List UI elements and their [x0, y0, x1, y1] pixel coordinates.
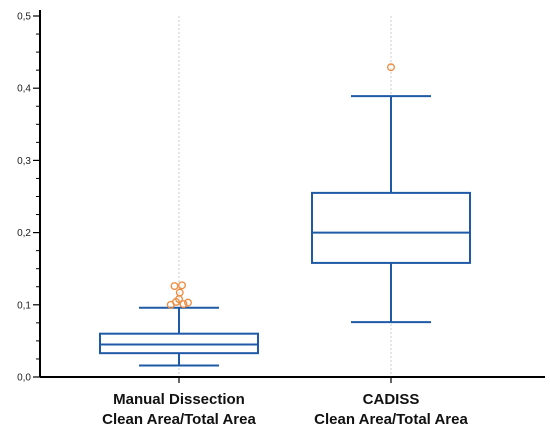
y-tick-label: 0,0	[17, 373, 31, 384]
box-2	[311, 63, 471, 324]
iqr-box	[311, 191, 471, 264]
category-label-1-line1: Manual Dissection	[113, 391, 245, 408]
category-label-2-line1: CADISS	[363, 391, 420, 408]
axis-layer	[33, 10, 545, 383]
y-tick-label: 0,4	[17, 84, 31, 95]
outlier-point	[184, 298, 192, 307]
outlier-point	[178, 281, 186, 290]
y-tick-label: 0,1	[17, 300, 31, 311]
outlier-point	[179, 300, 188, 309]
y-tick-label: 0,5	[17, 12, 31, 23]
iqr-box	[99, 332, 259, 355]
category-label-2-line2: Clean Area/Total Area	[314, 411, 468, 428]
outlier-point	[175, 288, 184, 297]
y-tick-label: 0,2	[17, 228, 31, 239]
y-tick-label: 0,3	[17, 156, 31, 167]
category-label-1-line2: Clean Area/Total Area	[102, 411, 256, 428]
label-layer: 0,0 0,1 0,2 0,3 0,4 0,5 Manual Dissection Clean…	[17, 12, 468, 429]
outlier-point	[170, 282, 179, 290]
box-layer	[99, 63, 471, 367]
outlier-point	[387, 63, 395, 72]
box-1	[99, 281, 259, 367]
